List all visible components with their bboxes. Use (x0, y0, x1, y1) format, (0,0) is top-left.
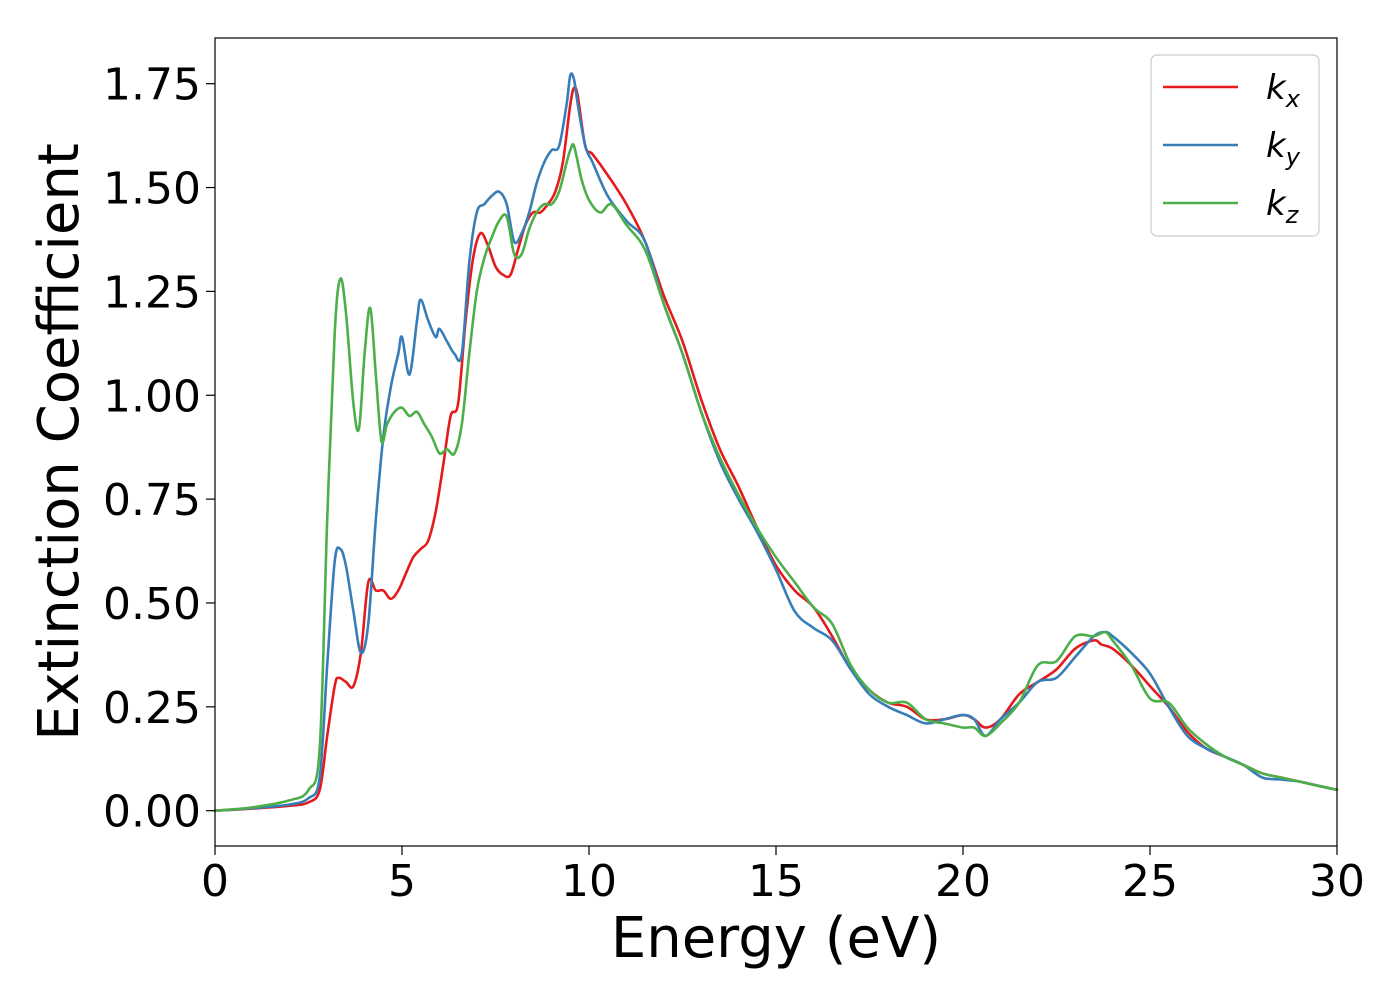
series-line-ky (213, 72, 1339, 812)
x-tick-label: 15 (748, 856, 804, 907)
x-axis: 0 5 10 15 20 25 30 (201, 846, 1365, 907)
series-line-kz (213, 142, 1339, 812)
y-tick-label: 1.25 (103, 267, 201, 318)
legend-subscript: z (1285, 201, 1300, 229)
legend-subscript: x (1285, 85, 1301, 113)
x-tick-label: 25 (1122, 856, 1178, 907)
x-tick-label: 30 (1309, 856, 1365, 907)
x-tick-label: 10 (561, 856, 617, 907)
y-tick-label: 1.75 (103, 60, 201, 111)
y-axis: 0.00 0.25 0.50 0.75 1.00 1.25 1.50 1.75 (103, 60, 215, 838)
series-line-kx (213, 85, 1339, 812)
y-tick-label: 1.50 (103, 164, 201, 215)
y-tick-label: 0.25 (103, 683, 201, 734)
y-tick-label: 0.75 (103, 475, 201, 526)
legend-subscript: y (1285, 143, 1301, 171)
x-tick-label: 20 (935, 856, 991, 907)
x-tick-label: 5 (388, 856, 416, 907)
y-tick-label: 0.00 (103, 787, 201, 838)
x-tick-label: 0 (201, 856, 229, 907)
y-tick-label: 0.50 (103, 579, 201, 630)
series-layer (213, 72, 1339, 812)
y-axis-title: Extinction Coefficient (27, 143, 92, 741)
y-tick-label: 1.00 (103, 371, 201, 422)
x-axis-title: Energy (eV) (611, 906, 941, 971)
